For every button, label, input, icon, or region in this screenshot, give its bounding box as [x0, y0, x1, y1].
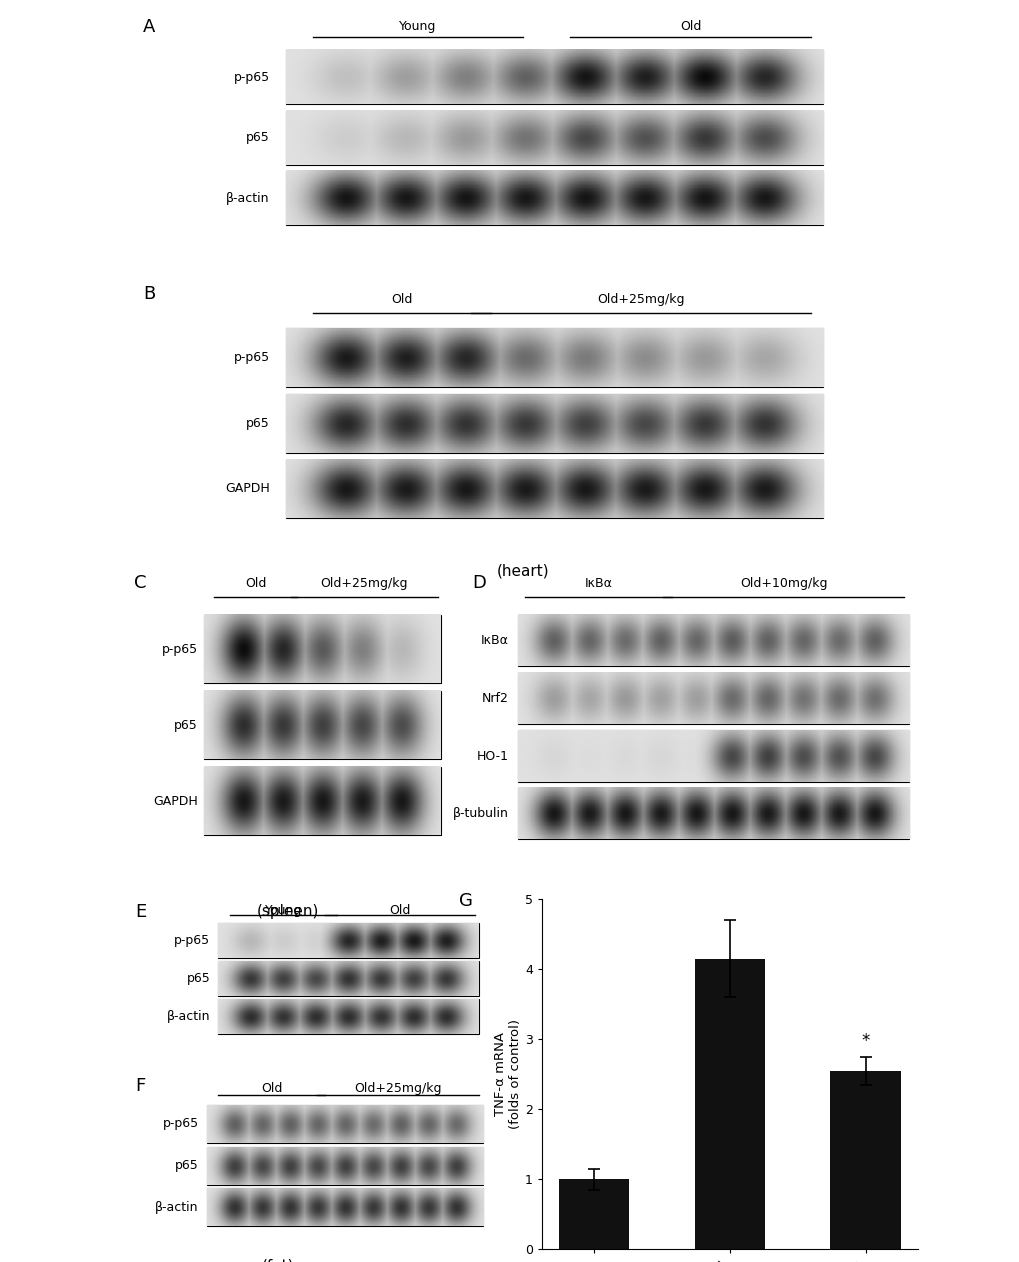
Bar — [285, 328, 822, 387]
Text: Old+25mg/kg: Old+25mg/kg — [354, 1082, 441, 1095]
Text: Old: Old — [245, 577, 266, 589]
Bar — [518, 673, 908, 724]
Text: G: G — [459, 892, 473, 910]
Text: Nrf2: Nrf2 — [481, 692, 508, 705]
Text: B: B — [143, 284, 156, 303]
Bar — [518, 731, 908, 781]
Text: β-actin: β-actin — [155, 1201, 199, 1214]
Text: Old: Old — [391, 293, 413, 305]
Text: p65: p65 — [174, 718, 198, 732]
Bar — [204, 615, 441, 683]
Bar — [204, 692, 441, 760]
Bar — [518, 615, 908, 666]
Bar — [285, 394, 822, 453]
Y-axis label: TNF-α mRNA
(folds of control): TNF-α mRNA (folds of control) — [493, 1020, 522, 1129]
Text: p65: p65 — [186, 972, 210, 986]
Text: Young: Young — [265, 905, 302, 917]
Text: C: C — [133, 574, 147, 592]
Bar — [285, 172, 822, 225]
Bar — [206, 1104, 483, 1142]
Text: E: E — [136, 902, 147, 920]
Text: p65: p65 — [246, 131, 269, 144]
Text: Old+25mg/kg: Old+25mg/kg — [320, 577, 408, 589]
Text: p65: p65 — [246, 416, 269, 430]
Bar — [218, 924, 479, 958]
Bar — [285, 50, 822, 105]
Text: IκBα: IκBα — [480, 634, 508, 647]
Text: GAPDH: GAPDH — [225, 482, 269, 496]
Text: p-p65: p-p65 — [233, 351, 269, 365]
Bar — [518, 787, 908, 839]
Text: (heart): (heart) — [496, 563, 548, 578]
Text: Old: Old — [261, 1082, 282, 1095]
Text: Old: Old — [680, 20, 701, 33]
Text: HO-1: HO-1 — [476, 750, 508, 762]
Text: p-p65: p-p65 — [174, 934, 210, 948]
Text: p-p65: p-p65 — [162, 642, 198, 655]
Bar — [285, 459, 822, 519]
Bar — [218, 1000, 479, 1034]
Text: Old: Old — [389, 905, 411, 917]
Text: p65: p65 — [174, 1159, 199, 1172]
Text: A: A — [143, 18, 156, 35]
Text: *: * — [861, 1032, 869, 1050]
Bar — [206, 1147, 483, 1185]
Text: F: F — [136, 1076, 146, 1094]
Text: Old+25mg/kg: Old+25mg/kg — [597, 293, 685, 305]
Text: D: D — [472, 574, 486, 592]
Text: p-p65: p-p65 — [162, 1117, 199, 1131]
Text: β-actin: β-actin — [167, 1010, 210, 1023]
Text: IκBα: IκBα — [584, 577, 611, 589]
Text: (spleen): (spleen) — [256, 904, 318, 919]
Text: β-tubulin: β-tubulin — [452, 808, 508, 820]
Bar — [694, 959, 764, 1249]
Bar — [206, 1189, 483, 1227]
Text: (kidney): (kidney) — [658, 904, 721, 919]
Bar — [558, 1180, 629, 1249]
Text: GAPDH: GAPDH — [153, 795, 198, 808]
Text: Young: Young — [398, 20, 436, 33]
Text: β-actin: β-actin — [226, 192, 269, 204]
Bar — [204, 767, 441, 835]
Bar — [829, 1071, 900, 1249]
Text: Old+10mg/kg: Old+10mg/kg — [740, 577, 826, 589]
Text: (fat): (fat) — [261, 1258, 293, 1262]
Bar — [218, 962, 479, 996]
Text: p-p65: p-p65 — [233, 71, 269, 83]
Bar — [285, 111, 822, 165]
